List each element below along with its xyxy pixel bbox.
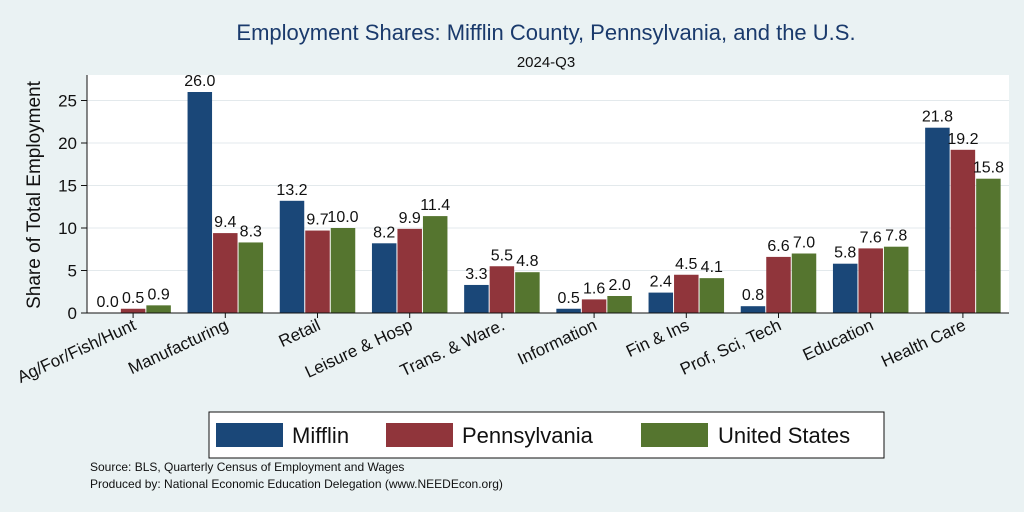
data-label-united-states-trans-ware: 4.8 [516,253,538,270]
x-category-label: Prof, Sci, Tech [677,315,784,378]
bar-united-states-education [883,246,909,313]
data-label-pennsylvania-retail: 9.7 [306,212,328,229]
data-label-mifflin-prof-sci-tech: 0.8 [742,287,764,304]
chart-title: Employment Shares: Mifflin County, Penns… [236,20,855,45]
bar-mifflin-prof-sci-tech [740,306,766,313]
bar-pennsylvania-retail [305,230,330,313]
bar-pennsylvania-education [858,248,883,313]
bar-pennsylvania-leisure-hosp [397,228,422,313]
legend-label-pennsylvania: Pennsylvania [462,423,594,448]
data-label-united-states-information: 2.0 [608,277,630,294]
data-label-mifflin-leisure-hosp: 8.2 [373,224,395,241]
data-label-united-states-retail: 10.0 [327,209,358,226]
data-label-pennsylvania-fin-ins: 4.5 [675,256,697,273]
data-label-pennsylvania-information: 1.6 [583,280,605,297]
legend-swatch-pennsylvania [386,423,453,447]
data-label-mifflin-retail: 13.2 [276,182,307,199]
x-category-label: Fin & Ins [623,315,692,361]
legend-label-mifflin: Mifflin [292,423,349,448]
x-category-label: Manufacturing [125,315,231,378]
bar-mifflin-health-care [925,127,950,313]
legend: Mifflin Pennsylvania United States [208,411,885,459]
bar-united-states-retail [330,228,356,313]
legend-box [208,411,885,459]
bar-mifflin-fin-ins [648,292,674,313]
x-category-label: Health Care [878,315,968,371]
bar-mifflin-information [556,308,581,313]
x-category-label: Trans. & Ware. [397,315,507,380]
bar-mifflin-leisure-hosp [371,243,397,313]
data-label-mifflin-health-care: 21.8 [922,109,953,126]
y-ticks: 0 5 10 15 20 25 [58,92,87,323]
data-label-pennsylvania-trans-ware: 5.5 [491,247,513,264]
data-label-united-states-education: 7.8 [885,228,907,245]
data-label-mifflin-information: 0.5 [557,290,579,307]
y-tick-label: 20 [58,134,77,153]
data-label-mifflin-manufacturing: 26.0 [184,73,215,90]
data-label-united-states-prof-sci-tech: 7.0 [793,235,815,252]
x-category-label: Ag/For/Fish/Hunt [14,315,139,387]
data-label-mifflin-fin-ins: 2.4 [650,274,672,291]
y-tick-label: 15 [58,177,77,196]
data-label-pennsylvania-health-care: 19.2 [947,131,978,148]
bar-united-states-information [607,296,632,313]
data-label-mifflin-education: 5.8 [834,245,856,262]
legend-swatch-united-states [641,423,708,447]
x-category-label: Information [515,315,600,368]
y-tick-label: 0 [68,304,77,323]
bar-pennsylvania-prof-sci-tech [766,256,791,313]
data-label-united-states-health-care: 15.8 [973,160,1004,177]
legend-swatch-mifflin [216,423,283,447]
bar-united-states-trans-ware [515,272,540,313]
data-label-united-states-manufacturing: 8.3 [240,223,262,240]
data-label-pennsylvania-prof-sci-tech: 6.6 [767,238,789,255]
bar-pennsylvania-health-care [950,149,976,313]
y-tick-label: 5 [68,262,77,281]
produced-note: Produced by: National Economic Education… [90,477,503,491]
chart-subtitle: 2024-Q3 [517,54,575,71]
legend-label-united-states: United States [718,423,850,448]
x-category-label: Education [800,315,877,364]
bar-mifflin-trans-ware [464,284,489,313]
bars [120,92,1001,313]
bar-pennsylvania-fin-ins [674,274,699,313]
y-tick-label: 10 [58,219,77,238]
y-tick-label: 25 [58,92,77,111]
bar-mifflin-manufacturing [187,92,213,313]
bar-united-states-leisure-hosp [422,216,448,313]
bar-united-states-fin-ins [699,278,725,313]
bar-united-states-manufacturing [238,242,264,313]
source-note: Source: BLS, Quarterly Census of Employm… [90,460,404,474]
data-label-pennsylvania-leisure-hosp: 9.9 [399,210,421,227]
x-category-label: Retail [276,315,323,351]
data-label-pennsylvania-ag-for-fish-hunt: 0.5 [122,290,144,307]
data-label-pennsylvania-education: 7.6 [860,229,882,246]
bar-pennsylvania-ag-for-fish-hunt [120,308,146,313]
bar-mifflin-retail [279,200,305,313]
data-label-united-states-fin-ins: 4.1 [701,259,723,276]
y-axis-label: Share of Total Employment [24,80,45,308]
data-label-pennsylvania-manufacturing: 9.4 [214,214,236,231]
data-label-united-states-ag-for-fish-hunt: 0.9 [147,286,169,303]
bar-pennsylvania-information [581,299,607,313]
bar-mifflin-education [832,263,858,313]
bar-united-states-health-care [976,178,1001,313]
data-label-united-states-leisure-hosp: 11.4 [420,197,450,214]
bar-united-states-prof-sci-tech [791,253,817,313]
bar-pennsylvania-trans-ware [489,266,515,313]
data-label-mifflin-trans-ware: 3.3 [465,266,487,283]
data-labels: 0.0 0.5 0.926.09.48.313.29.710.08.29.911.4… [96,73,1004,311]
data-label-mifflin-ag-for-fish-hunt: 0.0 [96,294,118,311]
bar-united-states-ag-for-fish-hunt [146,305,171,313]
bar-pennsylvania-manufacturing [213,233,238,313]
